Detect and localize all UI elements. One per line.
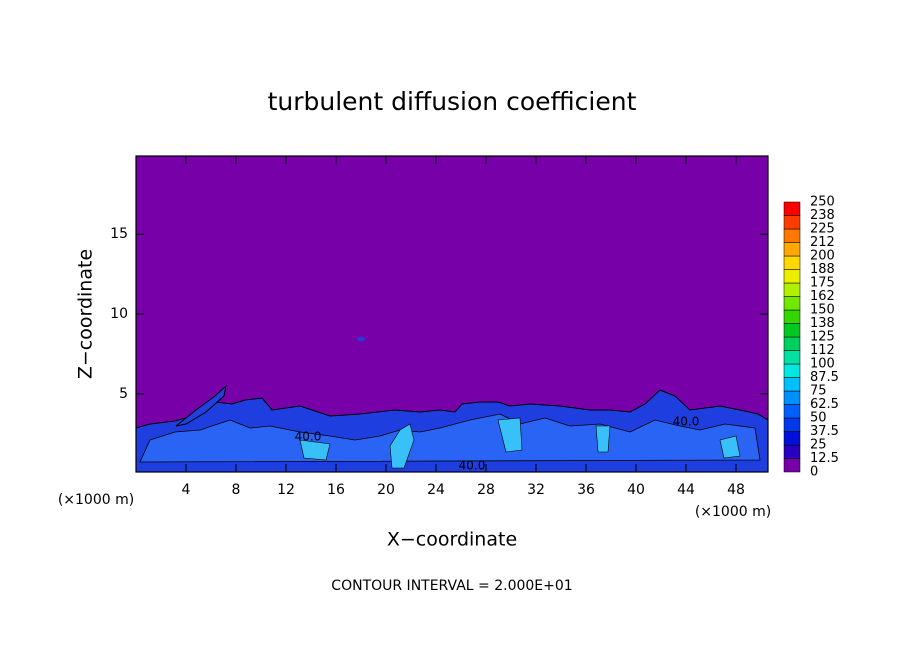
colorbar-label: 112 [810, 343, 835, 358]
x-tick-label: 40 [627, 482, 645, 498]
colorbar-label: 225 [810, 222, 835, 237]
footnote: CONTOUR INTERVAL = 2.000E+01 [331, 578, 572, 594]
x-axis-label: X−coordinate [387, 529, 517, 551]
colorbar-box [783, 296, 801, 311]
turbulent-highlight [299, 417, 741, 469]
colorbar-box [783, 390, 801, 405]
colorbar-label: 138 [810, 316, 835, 331]
colorbar-box [783, 444, 801, 459]
colorbar-label: 37.5 [810, 424, 839, 439]
colorbar-box [783, 377, 801, 392]
x-tick-label: 16 [327, 482, 345, 498]
upper-eddy [175, 384, 227, 427]
y-axis-label: Z−coordinate [75, 249, 97, 379]
chart-title: turbulent diffusion coefficient [268, 87, 637, 116]
colorbar-box [783, 404, 801, 419]
contour-field [135, 156, 769, 473]
colorbar-label: 87.5 [810, 370, 839, 385]
contour-label: 40.0 [673, 415, 700, 429]
colorbar-box [783, 417, 801, 432]
colorbar-label: 12.5 [810, 451, 839, 466]
colorbar-label: 200 [810, 249, 835, 264]
colorbar-box [783, 282, 801, 297]
colorbar-box [783, 323, 801, 338]
colorbar-label: 250 [810, 195, 835, 210]
colorbar-label: 162 [810, 289, 835, 304]
colorbar-box [783, 242, 801, 257]
y-unit: (×1000 m) [58, 492, 134, 508]
x-tick-label: 44 [677, 482, 695, 498]
colorbar-box [783, 201, 801, 216]
colorbar-label: 62.5 [810, 397, 839, 412]
colorbar-label: 212 [810, 235, 835, 250]
y-tick-label: 10 [110, 306, 128, 322]
small-eddy [357, 337, 365, 341]
colorbar-label: 150 [810, 303, 835, 318]
x-tick-label: 36 [577, 482, 595, 498]
colorbar-label: 0 [810, 465, 818, 480]
x-tick-label: 48 [727, 482, 745, 498]
colorbar-box [783, 431, 801, 446]
contour-label: 40.0 [295, 430, 322, 444]
colorbar-box [783, 255, 801, 270]
colorbar-label: 175 [810, 276, 835, 291]
colorbar-box [783, 458, 801, 473]
x-tick-label: 28 [477, 482, 495, 498]
colorbar-box [783, 269, 801, 284]
colorbar-box [783, 336, 801, 351]
x-tick-label: 20 [377, 482, 395, 498]
x-tick-label: 12 [277, 482, 295, 498]
colorbar-box [783, 309, 801, 324]
colorbar-box [783, 215, 801, 230]
colorbar-label: 125 [810, 330, 835, 345]
colorbar-box [783, 363, 801, 378]
colorbar-label: 100 [810, 357, 835, 372]
colorbar-label: 25 [810, 438, 827, 453]
contour-label: 40.0 [459, 459, 486, 473]
colorbar-box [783, 350, 801, 365]
x-tick-label: 8 [232, 482, 241, 498]
x-tick-label: 32 [527, 482, 545, 498]
x-tick-label: 4 [182, 482, 191, 498]
colorbar-label: 50 [810, 411, 827, 426]
colorbar-label: 238 [810, 208, 835, 223]
colorbar-label: 75 [810, 384, 827, 399]
y-tick-label: 5 [119, 386, 128, 402]
y-tick-label: 15 [110, 226, 128, 242]
colorbar-box [783, 228, 801, 243]
x-tick-label: 24 [427, 482, 445, 498]
colorbar-label: 188 [810, 262, 835, 277]
x-unit: (×1000 m) [695, 504, 771, 520]
